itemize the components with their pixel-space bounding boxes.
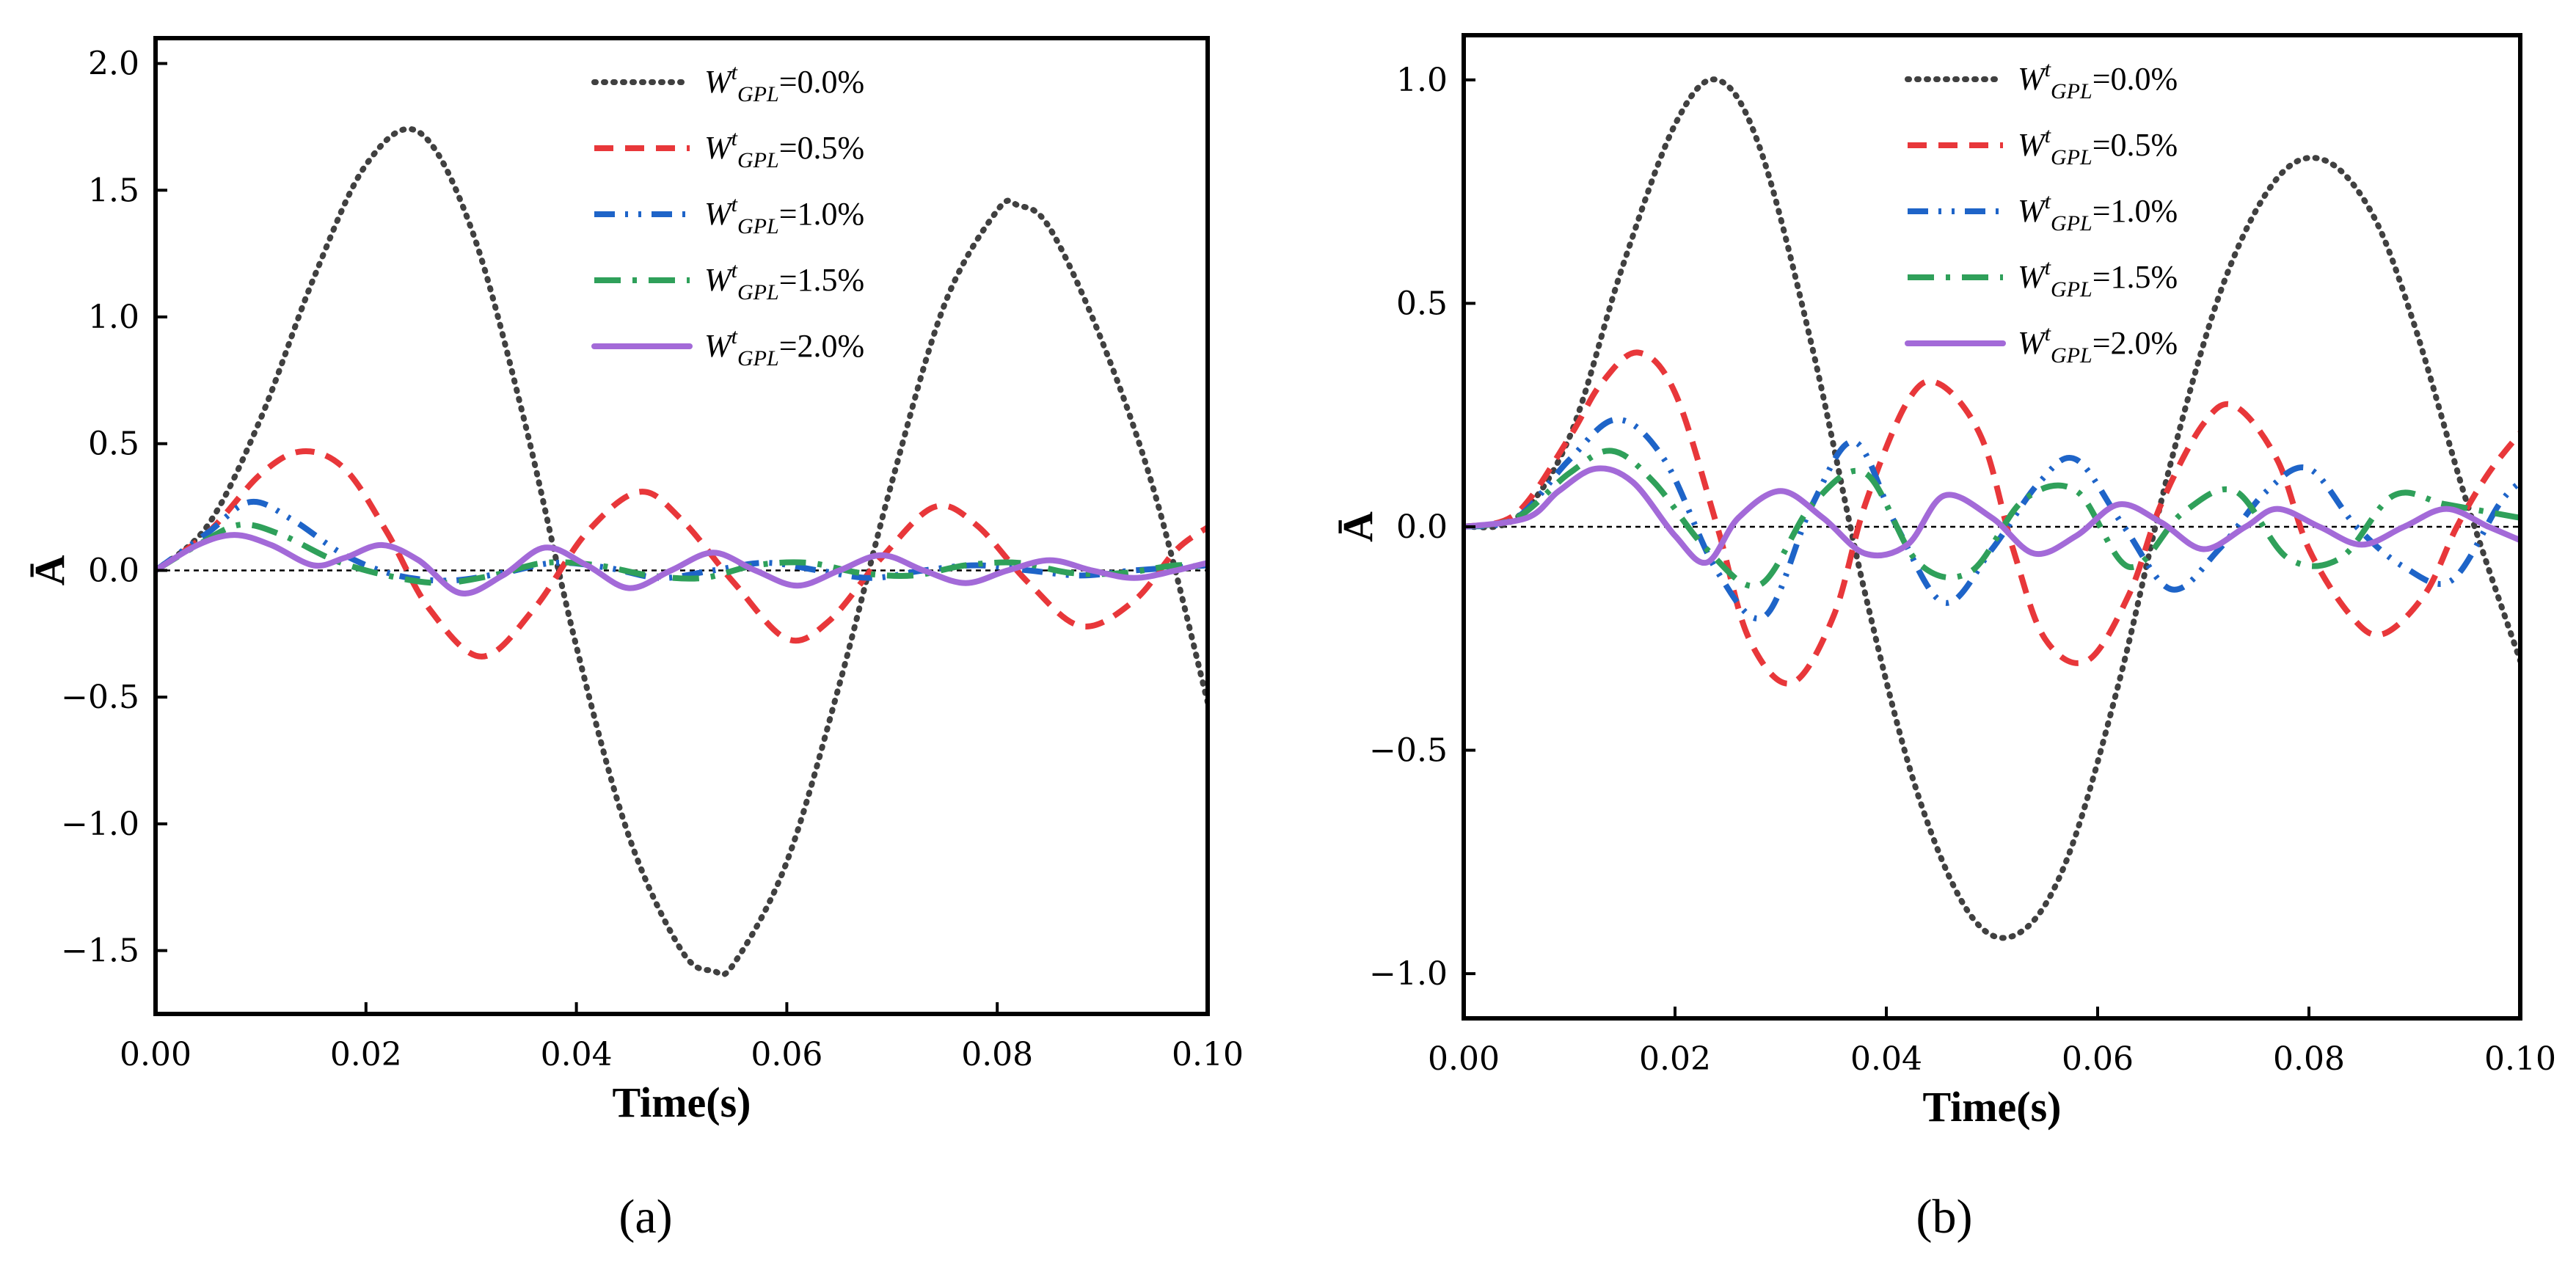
y-tick-label: 0.0 (88, 552, 139, 589)
x-tick-label: 0.06 (751, 1036, 822, 1073)
series-line-15 (156, 521, 1208, 586)
x-tick-label: 0.02 (330, 1036, 402, 1073)
x-tick-label: 0.08 (2273, 1040, 2345, 1078)
x-tick-label: 0.10 (2484, 1040, 2556, 1078)
x-tick-label: 0.10 (1172, 1036, 1244, 1073)
series-line-20 (156, 532, 1208, 596)
series-group (156, 125, 1208, 978)
x-axis-title: Time(s) (1922, 1083, 2061, 1131)
legend-label: WtGPL=0.5% (2018, 123, 2178, 169)
x-tick-label: 0.00 (120, 1036, 191, 1073)
panel-label: (a) (619, 1190, 672, 1244)
y-tick-label: −1.5 (61, 933, 139, 970)
y-tick-label: 1.0 (1396, 62, 1448, 99)
y-tick-label: 1.5 (88, 172, 139, 209)
series-line-05 (156, 448, 1208, 660)
legend-label: WtGPL=0.0% (2018, 57, 2178, 103)
y-tick-label: −0.5 (61, 679, 139, 716)
y-tick-label: 1.0 (88, 299, 139, 336)
y-tick-label: 2.0 (88, 45, 139, 83)
y-tick-label: −1.0 (61, 806, 139, 843)
x-tick-label: 0.00 (1428, 1040, 1500, 1078)
panel-label: (b) (1916, 1190, 1973, 1244)
x-axis-title: Time(s) (612, 1079, 751, 1126)
series-line-00 (1464, 76, 2520, 941)
x-tick-label: 0.08 (961, 1036, 1033, 1073)
legend-label: WtGPL=1.5% (704, 258, 864, 304)
y-axis-title: Ā (26, 555, 73, 585)
panel-b: 0.00 0.02 0.04 0.06 0.08 0.10 1.0 0.5 0.0 −0.5 −1.… (1334, 33, 2556, 1244)
x-tick-label: 0.06 (2062, 1040, 2134, 1078)
x-tick-label: 0.04 (1850, 1040, 1922, 1078)
y-tick-label: −1.0 (1369, 955, 1448, 993)
legend-label: WtGPL=2.0% (2018, 321, 2178, 368)
x-tick-label: 0.04 (541, 1036, 613, 1073)
legend-label: WtGPL=2.0% (704, 324, 864, 371)
legend-label: WtGPL=0.0% (704, 60, 864, 106)
legend-label: WtGPL=1.0% (704, 192, 864, 238)
plot-frame (153, 36, 1210, 1016)
legend-label: WtGPL=1.0% (2018, 189, 2178, 236)
series-line-00 (156, 125, 1208, 978)
panel-a: 0.00 0.02 0.04 0.06 0.08 0.10 2.0 1.5 1.0 0.5 0.0 −… (26, 36, 1244, 1244)
series-line-10 (1464, 416, 2520, 621)
y-tick-label: 0.5 (1396, 285, 1448, 322)
legend-label: WtGPL=0.5% (704, 126, 864, 172)
y-tick-label: −0.5 (1369, 732, 1448, 770)
y-axis-title: Ā (1334, 511, 1382, 542)
y-tick-label: 0.0 (1396, 508, 1448, 546)
series-line-20 (1464, 465, 2520, 566)
series-line-10 (156, 498, 1208, 584)
series-group (1464, 76, 2520, 941)
y-tick-label: 0.5 (88, 426, 139, 463)
x-tick-label: 0.02 (1639, 1040, 1711, 1078)
legend-label: WtGPL=1.5% (2018, 255, 2178, 302)
series-line-15 (1464, 448, 2520, 589)
